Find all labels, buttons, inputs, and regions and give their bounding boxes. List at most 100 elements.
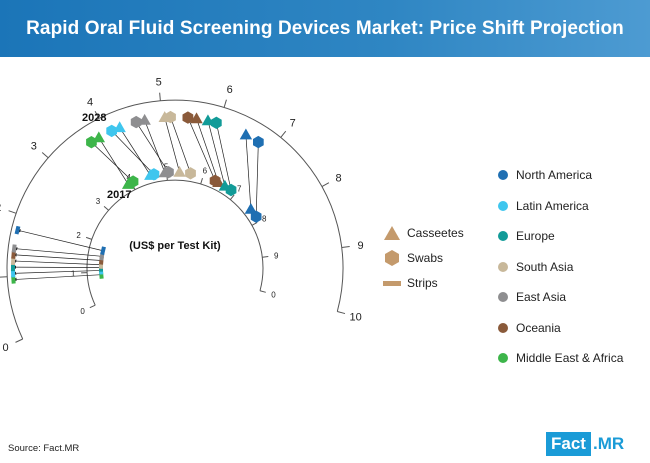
price-shift-arrow [144, 119, 166, 173]
price-shift-arrow [13, 274, 102, 282]
legend-label: North America [516, 168, 593, 183]
legend-item-latin-america: Latin America [498, 191, 623, 222]
legend-label: East Asia [516, 290, 567, 305]
triangle-icon [384, 225, 400, 240]
inner-tick [85, 236, 92, 240]
inner-tick-label: 3 [96, 197, 101, 206]
mark-2017 [212, 176, 225, 188]
price-shift-arrow [13, 253, 102, 261]
mark-2028 [253, 135, 264, 149]
mark-2028 [182, 111, 194, 124]
outer-tick [280, 130, 287, 138]
price-shift-arrow [255, 141, 260, 217]
outer-tick-label: 3 [31, 140, 37, 152]
source-note: Source: Fact.MR [8, 443, 80, 454]
price-shift-arrow [111, 130, 155, 175]
inner-tick-label: 5 [164, 162, 169, 171]
inner-tick [251, 221, 258, 226]
price-shift-arrow [12, 259, 102, 266]
price-shift-arrow [13, 247, 102, 257]
outer-tick [8, 210, 17, 214]
product-type-legend: Casseetes Swabs Strips [383, 220, 464, 295]
outer-tick-label: 10 [350, 311, 362, 323]
inner-tick-label: 9 [274, 252, 279, 261]
legend-label: Europe [516, 229, 555, 244]
color-dot-icon [498, 322, 508, 333]
outer-tick-label: 6 [227, 84, 233, 96]
inner-tick-label: 6 [203, 166, 208, 175]
inner-tick-label: 1 [71, 269, 76, 278]
outer-tick [159, 92, 161, 101]
outer-tick-label: 8 [335, 172, 341, 184]
mark-2028 [86, 136, 97, 149]
outer-tick [341, 246, 350, 249]
legend-item-south-asia: South Asia [498, 252, 623, 283]
price-shift-arrow [163, 117, 180, 173]
outer-tick-label: 5 [156, 77, 162, 89]
inner-tick-label: 7 [237, 185, 242, 194]
mark-2028 [165, 110, 176, 124]
mark-2028 [211, 116, 222, 129]
legend-item-east-asia: East Asia [498, 282, 623, 313]
price-shift-arrow [17, 229, 104, 252]
brand-logo-part: .MR [592, 434, 625, 453]
inner-tick [103, 205, 109, 211]
legend-label: Oceania [516, 320, 561, 335]
unit-label: (US$ per Test Kit) [129, 240, 221, 252]
legend-item-strips: Strips [383, 270, 464, 295]
mark-2017 [250, 210, 262, 223]
brand-logo-part: Fact [546, 432, 591, 456]
inner-tick [200, 177, 203, 184]
inner-tick [229, 194, 235, 200]
hexagon-icon [385, 249, 399, 266]
price-shift-arrow [91, 141, 134, 182]
legend-item-europe: Europe [498, 221, 623, 252]
outer-tick [321, 182, 330, 187]
price-shift-arrow [98, 137, 129, 185]
inner-tick-label: 0 [271, 290, 276, 299]
price-shift-arrow [195, 118, 219, 183]
outer-axis-arc [6, 99, 344, 340]
legend-item-casseetes: Casseetes [383, 220, 464, 245]
mark-2028 [10, 269, 16, 278]
mark-2017 [100, 246, 106, 256]
price-shift-arrow [207, 120, 226, 187]
legend-item-north-america: North America [498, 160, 623, 191]
inner-tick-label: 2 [76, 231, 81, 240]
legend-label: South Asia [516, 259, 574, 274]
outer-tick [15, 338, 23, 343]
strip-bar-icon [383, 280, 401, 286]
price-shift-arrow [169, 116, 191, 174]
inner-tick-label: 8 [262, 215, 267, 224]
mark-2028 [10, 256, 16, 266]
mark-2028 [10, 263, 16, 272]
mark-2017 [148, 168, 160, 181]
legend-label: Middle East & Africa [516, 351, 624, 366]
mark-2028 [11, 275, 16, 284]
price-shift-arrow [215, 122, 232, 191]
mark-2017 [244, 202, 258, 214]
mark-2028 [11, 244, 17, 253]
price-shift-arrow [244, 134, 252, 210]
inner-year-label: 2017 [107, 189, 131, 201]
outer-tick [94, 110, 100, 119]
outer-tick [41, 152, 49, 159]
outer-tick [337, 310, 346, 315]
outer-tick-label: 0 [2, 342, 8, 354]
mark-2017 [173, 165, 186, 177]
mark-2017 [127, 175, 139, 188]
region-legend: North America Latin America Europe South… [498, 160, 623, 374]
legend-item-swabs: Swabs [383, 245, 464, 270]
mark-2017 [225, 183, 237, 197]
legend-item-middle-east-africa: Middle East & Africa [498, 343, 623, 374]
outer-tick-label: 4 [87, 96, 93, 108]
legend-label: Latin America [516, 198, 589, 213]
outer-tick-label: 2 [0, 202, 1, 214]
chart-header: Rapid Oral Fluid Screening Devices Marke… [0, 0, 650, 57]
mark-2028 [138, 113, 151, 125]
legend-label: Strips [407, 275, 438, 290]
legend-label: Swabs [407, 250, 444, 265]
inner-tick [262, 256, 269, 258]
outer-tick-label: 7 [290, 118, 296, 130]
outer-tick-label: 9 [358, 240, 364, 252]
